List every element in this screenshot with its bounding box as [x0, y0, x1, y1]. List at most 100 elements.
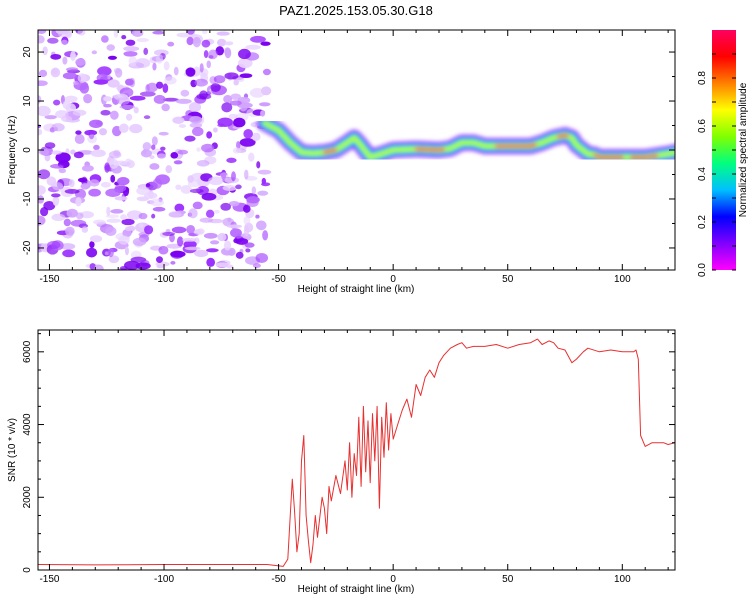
noise-blob	[216, 31, 230, 36]
noise-blob	[106, 44, 115, 51]
noise-blob	[110, 209, 124, 214]
noise-blob	[184, 246, 201, 251]
noise-blob	[44, 153, 51, 162]
noise-blob	[239, 137, 256, 147]
noise-blob	[100, 181, 111, 188]
noise-blob	[53, 213, 59, 219]
frequency-ridge	[256, 115, 675, 166]
noise-blob	[239, 73, 253, 79]
noise-blob	[129, 95, 146, 101]
noise-blob	[196, 160, 210, 167]
ridge-hot-segment	[494, 143, 537, 148]
noise-blob	[119, 123, 129, 133]
noise-blob	[135, 262, 151, 270]
noise-blob	[62, 100, 72, 110]
x-tick-label: 50	[502, 274, 514, 285]
noise-blob	[227, 247, 236, 256]
noise-blob	[188, 208, 198, 219]
noise-blob	[151, 136, 158, 146]
noise-blob	[44, 142, 56, 149]
noise-blob	[168, 210, 182, 218]
noise-blob	[136, 186, 150, 195]
noise-blob	[231, 171, 236, 182]
noise-blob	[217, 233, 227, 242]
noise-blob	[75, 58, 86, 66]
noise-blob	[75, 197, 82, 207]
noise-blob	[257, 190, 269, 196]
noise-blob	[108, 255, 120, 264]
noise-blob	[121, 34, 127, 40]
y-tick-label: 10	[22, 95, 33, 107]
ridge-hot-segment	[322, 148, 338, 154]
noise-blob	[38, 35, 45, 44]
noise-blob	[107, 55, 117, 60]
noise-blob	[138, 223, 144, 228]
x-tick-label: 100	[614, 274, 631, 285]
noise-blob	[120, 214, 128, 221]
noise-blob	[251, 132, 261, 141]
noise-blob	[230, 93, 241, 100]
noise-blob	[261, 177, 267, 185]
noise-blob	[129, 123, 143, 134]
noise-blob	[62, 249, 76, 258]
noise-blob	[38, 169, 51, 180]
noise-blob	[201, 30, 208, 34]
noise-blob	[123, 51, 138, 57]
noise-blob	[125, 78, 134, 86]
noise-blob	[206, 248, 219, 253]
x-tick-label: -50	[271, 274, 286, 285]
noise-blob	[75, 130, 82, 135]
noise-blob	[38, 128, 43, 136]
noise-blob	[243, 216, 251, 226]
colorbar-tick-label: 0.6	[697, 119, 708, 133]
noise-blob	[113, 30, 119, 38]
colorbar-tick-label: 0.2	[697, 215, 708, 229]
noise-blob	[219, 172, 229, 180]
noise-blob	[262, 230, 269, 241]
noise-blob	[181, 237, 197, 242]
noise-blob	[93, 79, 109, 85]
x-tick-label: 0	[390, 574, 396, 585]
noise-blob	[149, 155, 155, 160]
noise-blob	[40, 206, 49, 217]
noise-blob	[51, 68, 58, 75]
colorbar-tick-label: 0.0	[697, 263, 708, 277]
noise-blob	[128, 56, 138, 67]
noise-blob	[224, 47, 231, 56]
noise-blob	[65, 67, 79, 72]
noise-blob	[143, 115, 151, 120]
noise-blob	[186, 30, 195, 35]
noise-blob	[68, 179, 75, 188]
colorbar-ticks: 0.0 0.2 0.4 0.6 0.8	[697, 53, 736, 277]
noise-blob	[187, 175, 194, 183]
noise-blob	[162, 231, 176, 236]
noise-blob	[46, 176, 57, 186]
noise-blob	[144, 225, 154, 235]
noise-blob	[149, 198, 165, 207]
noise-blob	[77, 30, 86, 36]
noise-blob	[66, 208, 78, 218]
noise-blob	[173, 66, 179, 76]
noise-blob	[151, 144, 156, 150]
noise-blob	[160, 146, 166, 151]
noise-blob	[172, 116, 185, 124]
noise-blob	[186, 224, 196, 234]
noise-blob	[105, 214, 120, 219]
noise-blob	[75, 212, 84, 220]
noise-blob	[142, 142, 152, 151]
noise-blob	[83, 93, 93, 104]
noise-blob	[86, 247, 98, 258]
noise-blob	[98, 128, 107, 136]
noise-blob	[250, 35, 266, 43]
noise-blob	[38, 69, 48, 78]
noise-blob	[189, 115, 203, 124]
noise-blob	[50, 163, 65, 169]
noise-blob	[81, 226, 89, 233]
y-tick-label: 2000	[22, 486, 33, 509]
noise-blob	[229, 100, 242, 106]
noise-blob	[227, 217, 232, 222]
noise-blob	[139, 91, 156, 97]
noise-blob	[233, 238, 239, 244]
y-tick-label: -10	[22, 191, 33, 206]
